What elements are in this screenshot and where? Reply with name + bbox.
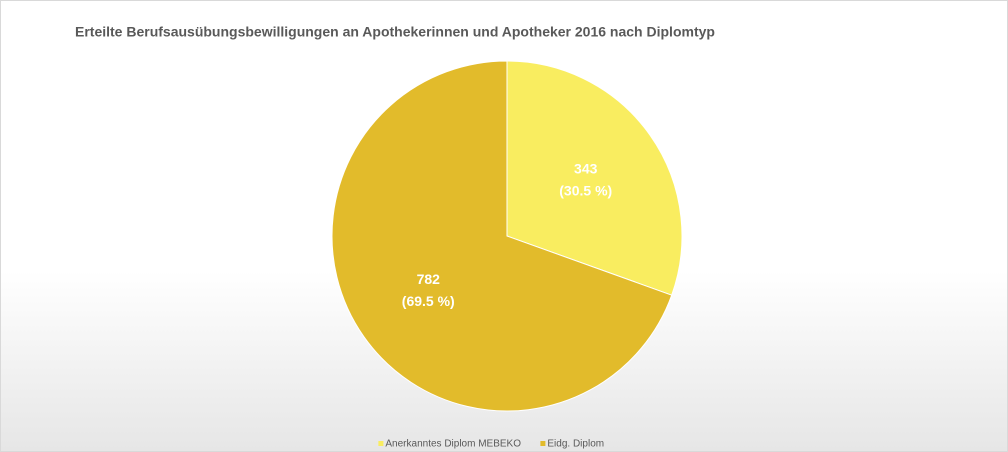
data-label: 343 <box>574 160 598 176</box>
legend-label: Eidg. Diplom <box>547 439 604 450</box>
pie-slice <box>506 60 683 296</box>
legend-swatch <box>540 441 546 446</box>
chart-title: Erteilte Berufsausübungsbewilligungen an… <box>75 24 715 40</box>
legend-label: Anerkanntes Diplom MEBEKO <box>385 439 521 450</box>
data-label-percent: (69.5 %) <box>402 293 455 309</box>
data-label-percent: (30.5 %) <box>559 182 612 198</box>
data-label: 782 <box>417 271 441 287</box>
pie-slice <box>331 60 673 412</box>
legend-swatch <box>378 441 384 446</box>
